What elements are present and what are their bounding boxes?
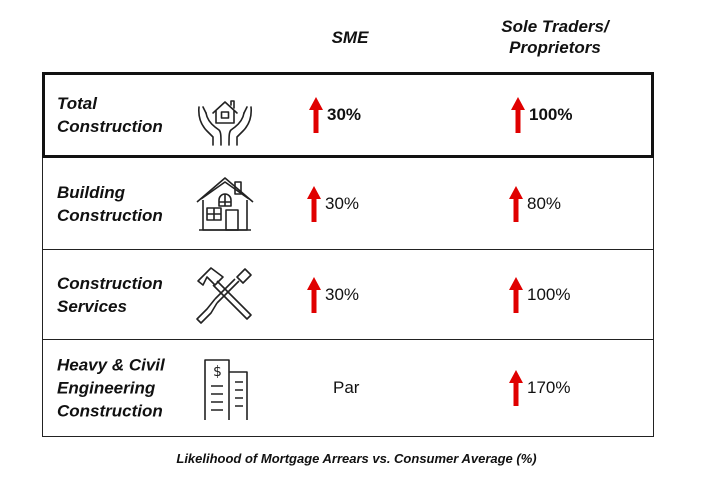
sme-value: 30% xyxy=(325,193,360,213)
row-label: Building Construction xyxy=(57,181,197,227)
table-row-total-construction: Total Construction 30% 100% xyxy=(42,72,654,158)
hands-house-icon xyxy=(198,100,252,146)
row-label-line: Engineering xyxy=(57,378,156,398)
sole-value: 80% xyxy=(527,193,562,213)
sme-value: 30% xyxy=(325,284,360,304)
red-up-arrow-icon xyxy=(309,97,323,133)
table-row-construction-services: Construction Services 30% 100% xyxy=(42,250,654,340)
row-label-line: Total xyxy=(57,94,97,113)
row-label-line: Building xyxy=(57,182,125,202)
row-label-line: Construction xyxy=(57,117,163,136)
house-icon xyxy=(196,176,254,231)
sole-cell: 100% xyxy=(509,275,570,315)
column-header-sole-line1: Sole Traders/ xyxy=(501,17,609,36)
row-label-line: Services xyxy=(57,296,127,316)
hammer-screwdriver-icon xyxy=(196,266,252,324)
sole-cell: 80% xyxy=(509,184,561,224)
sme-value: 30% xyxy=(327,105,362,124)
column-header-sole-traders: Sole Traders/ Proprietors xyxy=(465,16,645,58)
row-label: Heavy & Civil Engineering Construction xyxy=(57,354,197,423)
sole-value: 100% xyxy=(529,105,573,124)
row-label-line: Construction xyxy=(57,205,163,225)
red-up-arrow-icon xyxy=(509,276,523,313)
row-label-line: Heavy & Civil xyxy=(57,355,165,375)
row-label-line: Construction xyxy=(57,273,163,293)
sole-value: 100% xyxy=(527,284,571,304)
table-row-heavy-civil-engineering: Heavy & Civil Engineering Construction $… xyxy=(42,340,654,437)
red-up-arrow-icon xyxy=(509,370,523,406)
row-label-line: Construction xyxy=(57,401,163,421)
red-up-arrow-icon xyxy=(509,185,523,222)
red-up-arrow-icon xyxy=(307,185,321,222)
sole-cell: 100% xyxy=(511,95,572,135)
red-up-arrow-icon xyxy=(307,276,321,313)
row-label: Construction Services xyxy=(57,272,197,318)
footer-caption: Likelihood of Mortgage Arrears vs. Consu… xyxy=(176,451,537,466)
table-row-building-construction: Building Construction 30% 80% xyxy=(42,158,654,250)
sme-value: Par xyxy=(333,378,360,397)
sme-cell: Par xyxy=(333,368,359,408)
sme-cell: 30% xyxy=(307,184,359,224)
svg-text:$: $ xyxy=(213,364,222,380)
sme-cell: 30% xyxy=(309,95,361,135)
red-up-arrow-icon xyxy=(511,97,525,133)
sme-cell: 30% xyxy=(307,275,359,315)
column-header-sole-line2: Proprietors xyxy=(509,38,601,57)
row-label: Total Construction xyxy=(57,92,197,138)
office-building-dollar-icon: $ xyxy=(204,359,248,420)
sole-value: 170% xyxy=(527,378,571,397)
sole-cell: 170% xyxy=(509,368,570,408)
column-header-sme: SME xyxy=(331,28,369,47)
